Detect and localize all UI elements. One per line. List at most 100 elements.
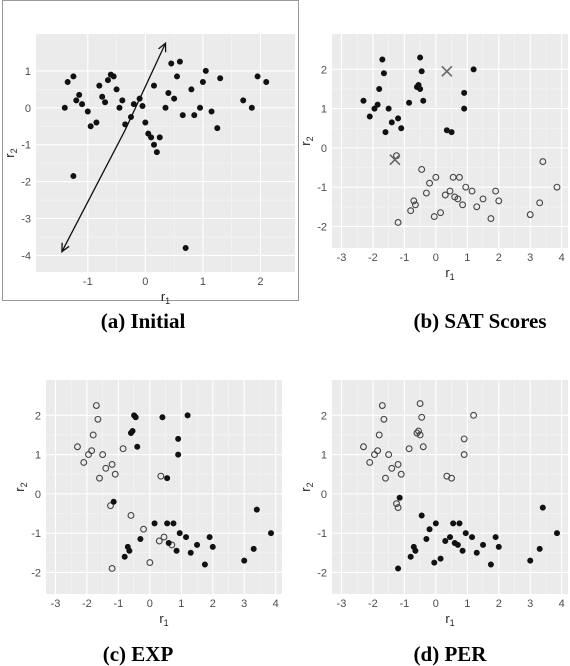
data-point	[70, 173, 77, 180]
data-point	[175, 435, 182, 442]
x-tick-label: -1	[83, 276, 93, 288]
y-tick-label: -3	[21, 213, 31, 225]
data-point	[130, 101, 137, 108]
data-point	[209, 543, 216, 550]
x-tick-label: -1	[399, 598, 409, 610]
data-point	[374, 447, 382, 455]
data-point	[432, 173, 440, 181]
x-tick-label: -2	[368, 252, 378, 264]
y-axis-label: r2	[12, 482, 29, 491]
data-point	[184, 412, 191, 419]
panel-caption: (d) PER	[414, 642, 488, 666]
data-point	[175, 451, 182, 458]
data-point	[148, 134, 155, 141]
data-point	[366, 113, 373, 120]
data-point	[397, 470, 405, 478]
data-point	[119, 97, 126, 104]
y-tick-label: -1	[21, 140, 31, 152]
data-point	[448, 474, 456, 482]
x-tick-label: 2	[496, 252, 502, 264]
data-point	[64, 78, 71, 85]
x-axis-label-sub: 1	[450, 618, 455, 628]
data-point	[99, 451, 107, 459]
data-point	[526, 211, 534, 219]
y-axis-label-main: r	[298, 487, 313, 492]
data-point	[80, 459, 88, 466]
y-tick-label: 1	[321, 450, 327, 462]
data-point	[96, 474, 103, 482]
data-point	[116, 104, 123, 111]
data-point	[492, 534, 499, 541]
y-tick-label: 0	[35, 489, 41, 501]
data-point	[73, 97, 80, 104]
data-point	[393, 500, 400, 508]
y-tick-label: 0	[321, 489, 327, 501]
data-point	[267, 530, 274, 537]
x-tick-label: 0	[433, 598, 439, 610]
data-point	[374, 101, 381, 108]
data-point	[155, 537, 163, 545]
x-axis-label-sub: 1	[450, 272, 455, 282]
data-point	[206, 534, 213, 541]
y-axis-label-sub: 2	[305, 136, 315, 141]
data-point	[420, 97, 427, 104]
data-point	[150, 141, 157, 148]
y-axis-label-sub: 2	[19, 482, 29, 487]
cluster-center-stroke	[441, 65, 453, 77]
cluster-center-mark	[441, 65, 453, 77]
data-point	[174, 73, 181, 80]
data-point	[469, 534, 476, 541]
data-point	[462, 183, 470, 191]
data-point	[164, 475, 171, 482]
data-point	[110, 73, 117, 80]
data-point	[462, 530, 469, 537]
data-point	[371, 105, 378, 112]
data-point	[461, 105, 468, 112]
data-point	[460, 451, 468, 459]
y-axis-label: r2	[298, 136, 315, 145]
data-point	[188, 86, 195, 93]
x-tick-label: -1	[399, 252, 409, 264]
data-point	[173, 547, 180, 554]
data-point	[140, 525, 147, 533]
data-point	[418, 512, 425, 519]
y-tick-label: -2	[31, 567, 41, 579]
x-axis-label: r1	[159, 611, 168, 628]
data-point	[395, 115, 402, 122]
data-point	[151, 520, 158, 527]
panel-caption: (b) SAT Scores	[413, 309, 546, 333]
x-tick-label: 4	[273, 598, 279, 610]
data-point	[250, 545, 257, 552]
data-point	[79, 101, 86, 108]
y-axis-label-main: r	[298, 141, 313, 146]
x-tick-label: 4	[559, 598, 565, 610]
x-tick-label: 0	[142, 276, 148, 288]
y-axis-label-sub: 2	[9, 148, 19, 153]
data-point	[536, 199, 544, 207]
data-point	[121, 553, 128, 560]
data-point	[415, 427, 422, 435]
y-tick-label: 1	[35, 450, 41, 462]
x-tick-label: 3	[527, 598, 533, 610]
data-point	[417, 85, 424, 92]
data-point	[132, 414, 139, 421]
x-axis-label: r1	[445, 611, 454, 628]
data-point	[406, 99, 413, 106]
data-point	[108, 565, 116, 572]
data-point	[410, 197, 418, 205]
data-point	[451, 539, 458, 546]
cluster-center-stroke	[389, 154, 401, 166]
x-axis-label: r1	[161, 289, 170, 306]
data-point	[382, 474, 389, 482]
data-point	[102, 464, 110, 472]
data-point	[536, 545, 543, 552]
data-point	[460, 435, 468, 443]
data-point	[407, 207, 415, 215]
x-tick-label: 1	[464, 252, 470, 264]
data-point	[407, 553, 414, 560]
